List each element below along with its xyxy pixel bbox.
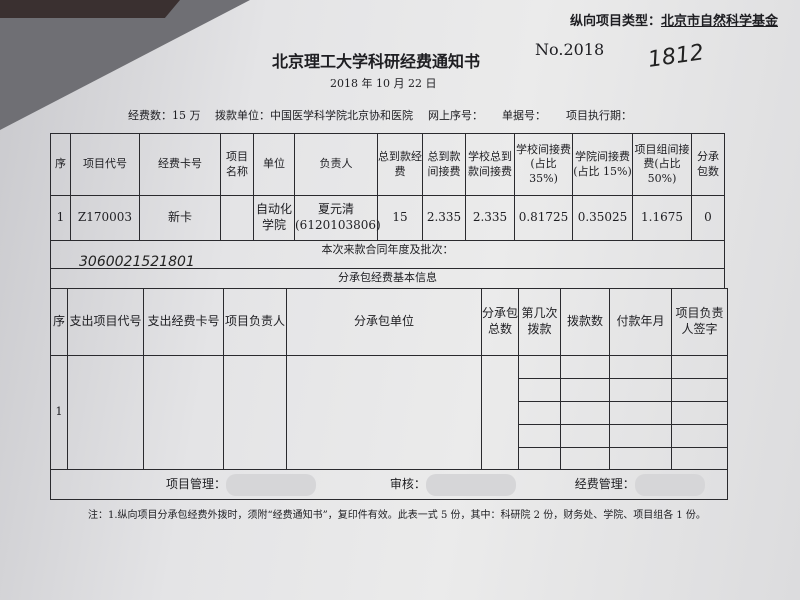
dark-edge <box>0 0 180 18</box>
cell: 新卡 <box>139 195 221 241</box>
header-cell: 分承包单位 <box>286 288 482 356</box>
header-cell: 序 <box>50 133 71 196</box>
header-cell: 第几次拨款 <box>518 288 561 356</box>
header-cell: 序 <box>50 288 68 356</box>
cell: 2.335 <box>422 195 466 241</box>
header-cell: 项目组间接费(占比 50%) <box>632 133 692 196</box>
payer: 拨款单位：中国医学科学院北京协和医院 <box>215 109 413 122</box>
cell: 2.335 <box>465 195 515 241</box>
sub-title: 分承包经费基本信息 <box>50 268 725 289</box>
table-header-row: 序 支出项目代号 支出经费卡号 项目负责人 分承包单位 分承包总数 第几次拨款 … <box>50 288 728 356</box>
funds-amount: 经费数：15 万 <box>128 109 201 122</box>
cell: 0.81725 <box>514 195 573 241</box>
document-date: 2018 年 10 月 22 日 <box>330 77 437 90</box>
cell: 1.1675 <box>632 195 692 241</box>
header-cell: 分承包数 <box>691 133 725 196</box>
header-cell: 项目名称 <box>220 133 254 196</box>
table-row: 1 Z170003 新卡 自动化学院 夏元清(6120103806) 15 2.… <box>50 195 725 241</box>
footnote: 注：1.纵向项目分承包经费外拨时，须附“经费通知书”，复印件有效。此表一式 5 … <box>88 510 706 521</box>
cell: Z170003 <box>70 195 140 241</box>
header-cell: 总到款间接费 <box>422 133 466 196</box>
document-title: 北京理工大学科研经费通知书 <box>272 52 481 71</box>
header-cell: 单位 <box>253 133 295 196</box>
table-header-row: 序 项目代号 经费卡号 项目名称 单位 负责人 总到款经费 总到款间接费 学校总… <box>50 133 725 196</box>
header-cell: 支出项目代号 <box>67 288 144 356</box>
review-label: 审核： <box>389 477 426 491</box>
header-cell: 拨款数 <box>560 288 610 356</box>
project-type: 纵向项目类型：北京市自然科学基金 <box>569 14 778 29</box>
cell: 15 <box>377 195 423 241</box>
header-cell: 项目代号 <box>70 133 140 196</box>
header-cell: 学院间接费(占比 15%) <box>572 133 633 196</box>
funds-table: 序 项目代号 经费卡号 项目名称 单位 负责人 总到款经费 总到款间接费 学校总… <box>50 133 725 289</box>
contract-handwritten: 3060021521801 <box>79 253 195 270</box>
cell: 1 <box>50 355 68 470</box>
header-cell: 学校总到款间接费 <box>465 133 515 196</box>
cell: 自动化学院 <box>253 195 295 241</box>
online-no: 网上序号： <box>428 109 483 122</box>
redacted-signature <box>226 473 317 496</box>
finance-label: 经费管理： <box>574 477 635 491</box>
header-cell: 经费卡号 <box>139 133 221 196</box>
document-number: No.2018 <box>535 40 605 59</box>
table-row: 1 <box>50 355 728 470</box>
contract-row: 本次来款合同年度及批次： 3060021521801 <box>50 240 725 270</box>
header-cell: 项目负责人签字 <box>671 288 728 356</box>
page-fold-shadow <box>0 0 250 130</box>
signature-row: 项目管理： 审核： 经费管理： <box>50 469 728 500</box>
subcontract-table: 序 支出项目代号 支出经费卡号 项目负责人 分承包单位 分承包总数 第几次拨款 … <box>50 288 728 500</box>
header-cell: 学校间接费(占比 35%) <box>514 133 573 196</box>
handwritten-number: 1812 <box>646 40 706 73</box>
redacted-signature <box>425 473 516 496</box>
cell: 0.35025 <box>572 195 633 241</box>
redacted-signature <box>634 473 705 496</box>
contract-label: 本次来款合同年度及批次： <box>321 243 454 256</box>
doc-no: 单据号： <box>502 109 546 122</box>
cell <box>220 195 254 241</box>
header-cell: 分承包总数 <box>481 288 519 356</box>
cell: 0 <box>691 195 725 241</box>
sub-title-row: 分承包经费基本信息 <box>50 268 725 289</box>
header-cell: 负责人 <box>294 133 378 196</box>
manager-label: 项目管理： <box>166 477 227 491</box>
header-cell: 项目负责人 <box>223 288 287 356</box>
cell: 夏元清(6120103806) <box>294 195 381 241</box>
header-cell: 总到款经费 <box>377 133 423 196</box>
cell: 1 <box>50 195 71 241</box>
project-period: 项目执行期： <box>566 109 632 122</box>
header-cell: 付款年月 <box>609 288 672 356</box>
header-cell: 支出经费卡号 <box>143 288 224 356</box>
